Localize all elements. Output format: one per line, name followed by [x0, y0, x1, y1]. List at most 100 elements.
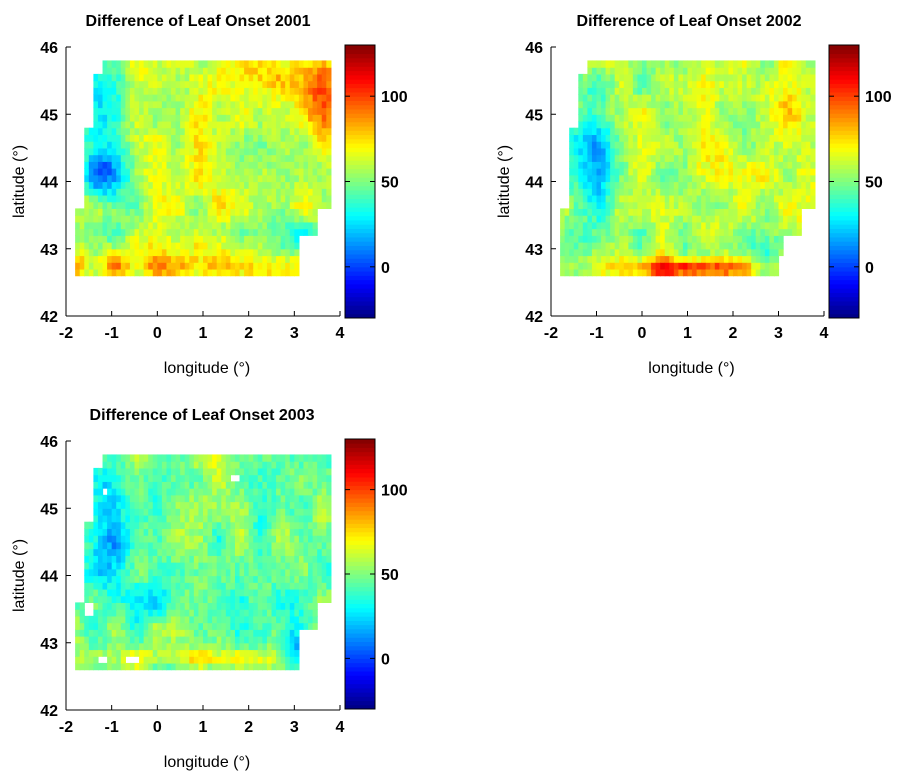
heatmap-cell — [189, 268, 195, 277]
heatmap-cell — [216, 255, 222, 263]
heatmap-cell — [116, 575, 122, 583]
heatmap-cell — [773, 147, 780, 156]
heatmap-cell — [239, 508, 245, 516]
heatmap-cell — [728, 215, 734, 223]
heatmap-cell — [239, 100, 245, 109]
heatmap-cell — [79, 208, 85, 216]
heatmap-cell — [244, 134, 250, 142]
heatmap-cell — [120, 656, 126, 664]
heatmap-cell — [266, 255, 273, 263]
heatmap-cell — [143, 100, 149, 109]
heatmap-cell — [84, 228, 90, 236]
heatmap-cell — [203, 521, 209, 530]
heatmap-cell — [139, 649, 145, 657]
heatmap-cell — [88, 568, 94, 577]
heatmap-cell — [285, 154, 291, 162]
heatmap-cell — [234, 454, 241, 462]
heatmap-cell — [628, 221, 634, 230]
heatmap-cell — [664, 181, 670, 189]
heatmap-cell — [248, 662, 254, 671]
heatmap-cell — [152, 67, 158, 75]
heatmap-cell — [203, 188, 209, 196]
heatmap-cell — [166, 73, 172, 82]
heatmap-cell — [591, 120, 598, 129]
heatmap-cell — [723, 80, 730, 88]
heatmap-cell — [253, 662, 259, 671]
heatmap-cell — [107, 501, 113, 509]
heatmap-cell — [184, 248, 190, 257]
heatmap-cell — [143, 94, 149, 102]
heatmap-cell — [107, 548, 113, 556]
heatmap-cell — [266, 488, 273, 496]
heatmap-cell — [692, 188, 698, 196]
heatmap-cell — [710, 242, 716, 250]
heatmap-cell — [257, 454, 263, 462]
heatmap-cell — [669, 147, 675, 156]
heatmap-cell — [239, 134, 245, 142]
heatmap-cell — [723, 141, 730, 149]
heatmap-cell — [792, 94, 798, 102]
heatmap-cell — [764, 255, 770, 263]
heatmap-cell — [582, 168, 588, 176]
heatmap-cell — [152, 656, 158, 664]
heatmap-cell — [111, 595, 117, 603]
heatmap-cell — [696, 228, 702, 236]
colorbar-segment — [345, 232, 375, 238]
heatmap-cell — [216, 141, 222, 149]
heatmap-cell — [778, 181, 784, 189]
heatmap-cell — [157, 622, 163, 630]
heatmap-cell — [289, 615, 295, 624]
heatmap-cell — [212, 120, 218, 129]
heatmap-cell — [221, 80, 227, 88]
heatmap-cell — [116, 662, 122, 671]
heatmap-cell — [184, 555, 190, 563]
heatmap-cell — [262, 474, 268, 482]
heatmap-cell — [207, 262, 213, 270]
heatmap-cell — [239, 188, 245, 196]
heatmap-cell — [560, 235, 566, 243]
heatmap-cell — [787, 221, 793, 230]
colorbar-segment — [829, 62, 859, 67]
heatmap-cell — [573, 134, 579, 142]
heatmap-cell — [696, 141, 702, 149]
heatmap-cell — [116, 595, 122, 603]
heatmap-cell — [285, 80, 291, 88]
heatmap-cell — [596, 242, 602, 250]
heatmap-cell — [189, 154, 195, 162]
heatmap-cell — [262, 467, 268, 476]
heatmap-cell — [569, 248, 575, 257]
heatmap-cell — [792, 67, 798, 75]
heatmap-cell — [271, 609, 277, 617]
heatmap-cell — [125, 188, 131, 196]
heatmap-cell — [646, 248, 652, 257]
heatmap-cell — [660, 255, 666, 263]
heatmap-cell — [678, 228, 684, 236]
heatmap-cell — [605, 141, 611, 149]
heatmap-cell — [628, 147, 634, 156]
heatmap-cell — [171, 94, 177, 102]
heatmap-cell — [723, 174, 730, 183]
heatmap-cell — [628, 127, 634, 136]
heatmap-cell — [244, 636, 250, 644]
heatmap-cell — [203, 615, 209, 624]
heatmap-cell — [587, 221, 593, 230]
heatmap-cell — [692, 248, 698, 257]
heatmap-cell — [148, 114, 154, 122]
heatmap-cell — [207, 481, 213, 489]
heatmap-cell — [161, 488, 168, 496]
heatmap-cell — [193, 154, 200, 162]
heatmap-cell — [764, 154, 770, 162]
heatmap-cell — [687, 107, 693, 115]
heatmap-cell — [125, 255, 131, 263]
heatmap-cell — [266, 662, 273, 671]
heatmap-cell — [623, 100, 629, 109]
colorbar-segment — [829, 177, 859, 182]
heatmap-cell — [733, 228, 739, 236]
colorbar-segment — [345, 254, 375, 259]
heatmap-cell — [596, 87, 602, 95]
heatmap-cell — [134, 521, 140, 530]
heatmap-cell — [203, 215, 209, 223]
heatmap-cell — [601, 94, 607, 102]
heatmap-cell — [129, 609, 136, 617]
y-tick-label: 46 — [40, 40, 58, 57]
